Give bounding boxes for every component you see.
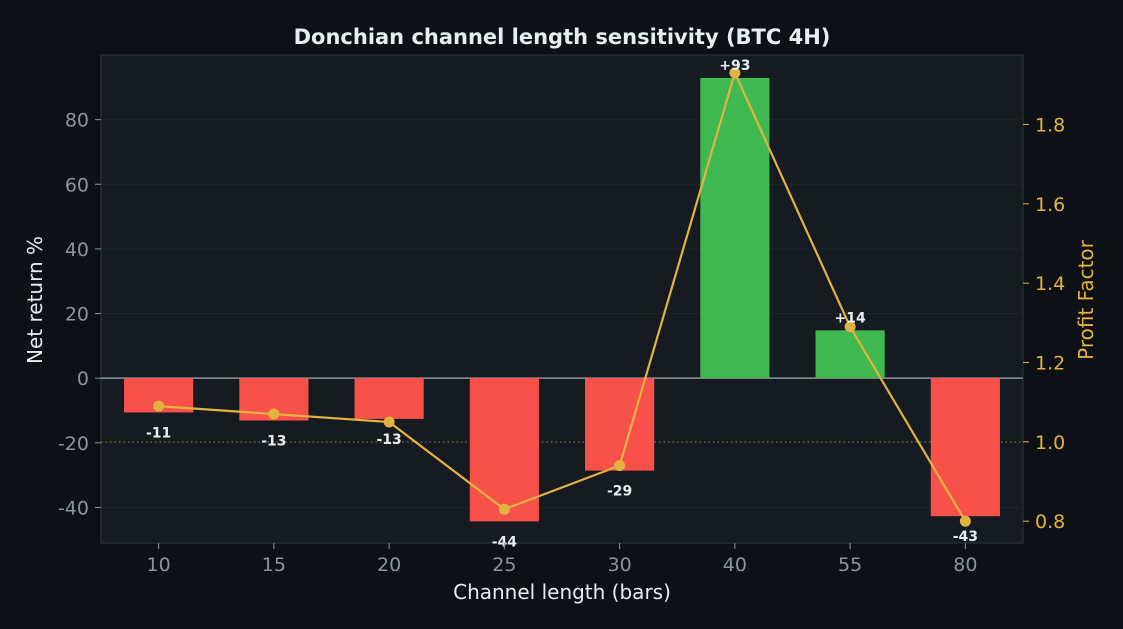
profit-factor-point	[153, 400, 165, 412]
profit-factor-line	[158, 71, 967, 522]
profit-factor-series	[153, 67, 971, 527]
y2-tick-label: 1.0	[1035, 432, 1065, 454]
x-axis-label: Channel length (bars)	[453, 580, 671, 604]
x-tick-label: 40	[723, 554, 747, 576]
y2-axis-label: Profit Factor	[1074, 239, 1098, 360]
x-tick-label: 15	[262, 554, 286, 576]
bar	[700, 77, 770, 379]
right-axis-ticks: 0.8 1.0 1.2 1.4 1.6 1.8	[1023, 114, 1065, 533]
x-tick-label: 55	[838, 554, 862, 576]
bar	[354, 378, 424, 419]
profit-factor-point	[268, 408, 280, 420]
y-axis-label: Net return %	[23, 236, 47, 364]
x-tick-label: 80	[953, 554, 977, 576]
y2-tick-label: 0.8	[1035, 511, 1065, 533]
left-axis-ticks: -40 -20 0 20 40 60 80	[58, 110, 101, 519]
bar	[815, 330, 885, 379]
profit-factor-point	[844, 321, 856, 333]
chart-title: Donchian channel length sensitivity (BTC…	[294, 25, 831, 49]
y-tick-label: -40	[58, 497, 89, 519]
y-tick-label: 20	[65, 304, 89, 326]
bars	[124, 77, 1000, 522]
y-tick-label: 0	[77, 368, 89, 390]
bar-value-label: -13	[261, 434, 286, 450]
y2-tick-label: 1.4	[1035, 273, 1065, 295]
profit-factor-point	[498, 503, 510, 515]
bar-value-label: +14	[835, 310, 866, 326]
x-tick-label: 10	[147, 554, 171, 576]
plot-area	[100, 54, 1024, 544]
bar	[585, 378, 655, 471]
bar-value-label: +93	[719, 58, 750, 74]
bar	[930, 378, 1000, 517]
x-tick-label: 20	[377, 554, 401, 576]
x-axis-ticks: 10 15 20 25 30 40 55 80	[147, 543, 977, 576]
y2-tick-label: 1.8	[1035, 114, 1065, 136]
profit-factor-point	[959, 515, 971, 527]
profit-factor-point	[729, 67, 741, 79]
bar-value-label: -29	[607, 484, 632, 500]
bar	[469, 378, 539, 522]
bar-value-label: -11	[146, 425, 171, 441]
profit-factor-point	[614, 460, 626, 472]
x-tick-label: 25	[492, 554, 516, 576]
y2-tick-label: 1.6	[1035, 194, 1065, 216]
x-tick-label: 30	[608, 554, 632, 576]
bar-value-labels: -11 -13 -13 -44 -29 +93 +14 -43	[146, 58, 978, 550]
bar-value-label: -44	[492, 534, 518, 550]
y-tick-label: 60	[65, 174, 89, 196]
bar-value-label: -43	[953, 529, 978, 545]
y-tick-label: 80	[65, 110, 89, 132]
profit-factor-point	[383, 416, 395, 428]
y-tick-label: 40	[65, 239, 89, 261]
y-tick-label: -20	[58, 433, 89, 455]
y2-tick-label: 1.2	[1035, 352, 1065, 374]
bar-value-label: -13	[376, 432, 401, 448]
